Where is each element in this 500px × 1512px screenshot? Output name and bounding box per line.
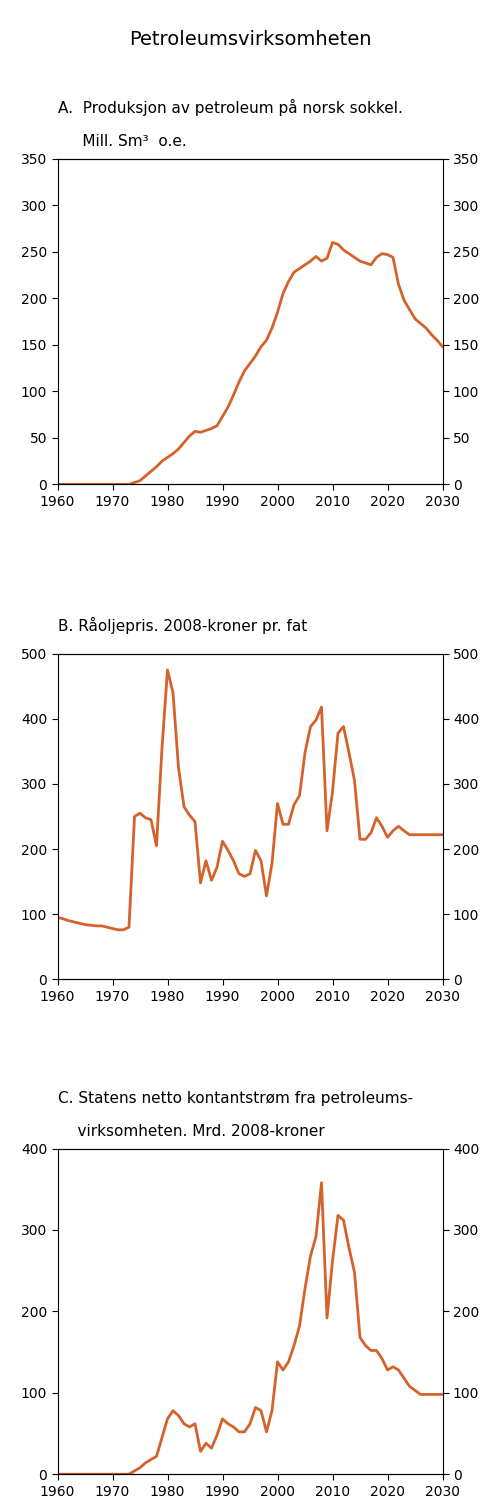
Text: C. Statens netto kontantstrøm fra petroleums-: C. Statens netto kontantstrøm fra petrol… (58, 1092, 412, 1107)
Text: Mill. Sm³  o.e.: Mill. Sm³ o.e. (58, 135, 186, 150)
Text: A.  Produksjon av petroleum på norsk sokkel.: A. Produksjon av petroleum på norsk sokk… (58, 100, 403, 116)
Text: B. Råoljepris. 2008-kroner pr. fat: B. Råoljepris. 2008-kroner pr. fat (58, 617, 307, 634)
Text: virksomheten. Mrd. 2008-kroner: virksomheten. Mrd. 2008-kroner (58, 1123, 324, 1139)
Text: Petroleumsvirksomheten: Petroleumsvirksomheten (129, 30, 371, 50)
